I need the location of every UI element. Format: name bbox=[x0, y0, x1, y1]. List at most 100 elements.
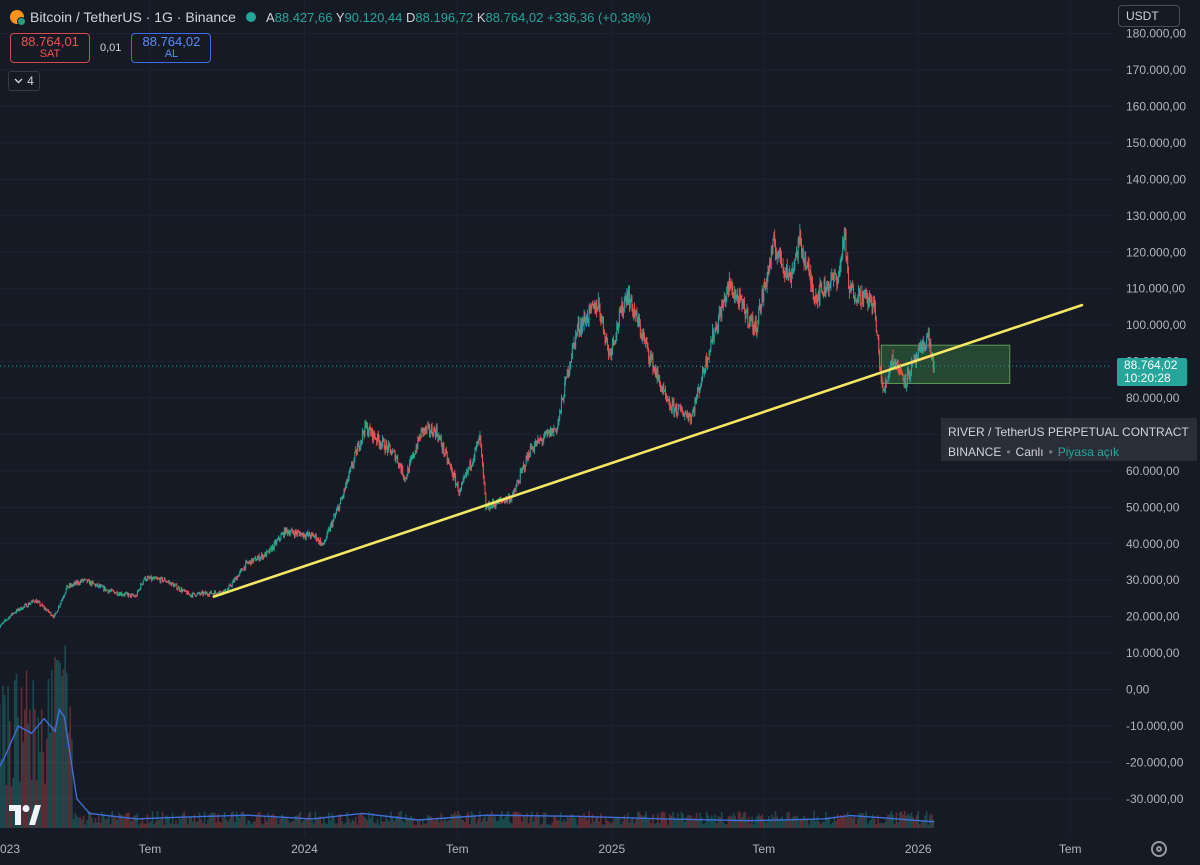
tradingview-logo[interactable] bbox=[9, 805, 41, 825]
candle-body bbox=[728, 277, 730, 291]
candle-body bbox=[508, 496, 510, 502]
candle-body bbox=[559, 410, 561, 417]
candle-body bbox=[42, 606, 44, 608]
candle-body bbox=[534, 445, 535, 451]
volume-bar bbox=[620, 824, 622, 828]
candle-body bbox=[240, 569, 242, 572]
low-value: 88.196,72 bbox=[415, 9, 474, 25]
volume-bar bbox=[134, 815, 137, 828]
volume-bar bbox=[932, 819, 935, 828]
candle-body bbox=[94, 583, 96, 585]
candle-body bbox=[388, 444, 390, 446]
volume-bar bbox=[611, 821, 614, 828]
candle-body bbox=[786, 265, 788, 275]
candle-body bbox=[306, 532, 308, 535]
candle-body bbox=[267, 550, 269, 552]
candle-body bbox=[649, 355, 651, 363]
gear-icon[interactable] bbox=[1151, 841, 1167, 857]
candle-body bbox=[886, 379, 888, 384]
candle-body bbox=[326, 531, 328, 538]
candle-body bbox=[919, 348, 921, 350]
volume-bar bbox=[13, 680, 16, 828]
candle-body bbox=[825, 292, 827, 293]
candle-body bbox=[452, 475, 454, 479]
candle-body bbox=[110, 589, 112, 591]
candle-body bbox=[288, 532, 290, 536]
volume-bar bbox=[55, 660, 58, 828]
candle-body bbox=[392, 451, 394, 454]
candle-body bbox=[377, 433, 378, 442]
candle-body bbox=[307, 532, 309, 536]
candle-body bbox=[157, 578, 159, 580]
candle-body bbox=[414, 454, 415, 457]
candle-body bbox=[329, 528, 331, 531]
candle-body bbox=[21, 609, 23, 610]
currency-select[interactable]: USDT bbox=[1118, 5, 1180, 27]
buy-button[interactable]: 88.764,02 AL bbox=[131, 33, 212, 63]
candle-body bbox=[84, 578, 86, 580]
candle-body bbox=[180, 588, 182, 592]
candle-body bbox=[815, 295, 817, 300]
volume-bar bbox=[66, 672, 68, 828]
candle-body bbox=[457, 483, 459, 492]
candle-body bbox=[543, 438, 545, 441]
candle-body bbox=[481, 444, 483, 455]
candle-body bbox=[885, 381, 887, 384]
candle-body bbox=[24, 604, 26, 607]
indicators-toggle-button[interactable]: 4 bbox=[8, 71, 40, 91]
candle-body bbox=[259, 558, 261, 561]
volume-bar bbox=[856, 817, 859, 828]
candle-body bbox=[750, 317, 752, 321]
volume-bar bbox=[692, 819, 695, 828]
candle-body bbox=[657, 371, 659, 377]
candle-body bbox=[780, 256, 782, 266]
candle-body bbox=[670, 407, 671, 409]
candle-body bbox=[46, 610, 48, 612]
volume-bar bbox=[158, 820, 161, 828]
candle-body bbox=[654, 368, 656, 374]
candle-body bbox=[730, 287, 732, 289]
candle-body bbox=[360, 441, 362, 448]
candle-body bbox=[635, 310, 637, 315]
candle-body bbox=[73, 582, 75, 584]
candle-body bbox=[880, 368, 881, 370]
candle-body bbox=[147, 576, 149, 578]
volume-bar bbox=[631, 818, 634, 828]
candle-body bbox=[906, 371, 908, 384]
candle-body bbox=[431, 426, 433, 435]
candle-body bbox=[206, 592, 208, 595]
sell-button[interactable]: 88.764,01 SAT bbox=[10, 33, 90, 63]
candle-body bbox=[353, 458, 355, 465]
candle-body bbox=[56, 612, 58, 614]
candle-body bbox=[906, 383, 907, 387]
candle-body bbox=[518, 482, 520, 484]
candle-body bbox=[722, 304, 724, 307]
candle-body bbox=[493, 504, 495, 506]
volume-bar bbox=[418, 819, 421, 828]
candle-body bbox=[544, 432, 546, 434]
candle-body bbox=[666, 397, 668, 401]
candle-body bbox=[361, 439, 363, 442]
candle-body bbox=[556, 427, 558, 432]
candle-body bbox=[881, 381, 883, 386]
volume-bar bbox=[898, 812, 901, 828]
volume-bar bbox=[71, 739, 73, 828]
volume-bar bbox=[52, 726, 55, 828]
candle-body bbox=[569, 364, 571, 371]
volume-bar bbox=[838, 818, 841, 828]
candle-body bbox=[769, 261, 771, 271]
symbol-title[interactable]: Bitcoin / TetherUS · 1G · Binance bbox=[30, 9, 236, 25]
candle-body bbox=[339, 503, 341, 511]
candle-body bbox=[81, 579, 83, 582]
candle-body bbox=[590, 305, 592, 309]
volume-bar bbox=[213, 812, 216, 828]
volume-bar bbox=[180, 819, 182, 828]
volume-bar bbox=[882, 823, 884, 828]
volume-bars bbox=[0, 645, 935, 828]
candle-body bbox=[283, 528, 285, 537]
candle-body bbox=[425, 427, 427, 431]
market-status-icon[interactable] bbox=[245, 12, 256, 22]
candle-body bbox=[581, 323, 582, 332]
volume-bar bbox=[618, 818, 621, 828]
